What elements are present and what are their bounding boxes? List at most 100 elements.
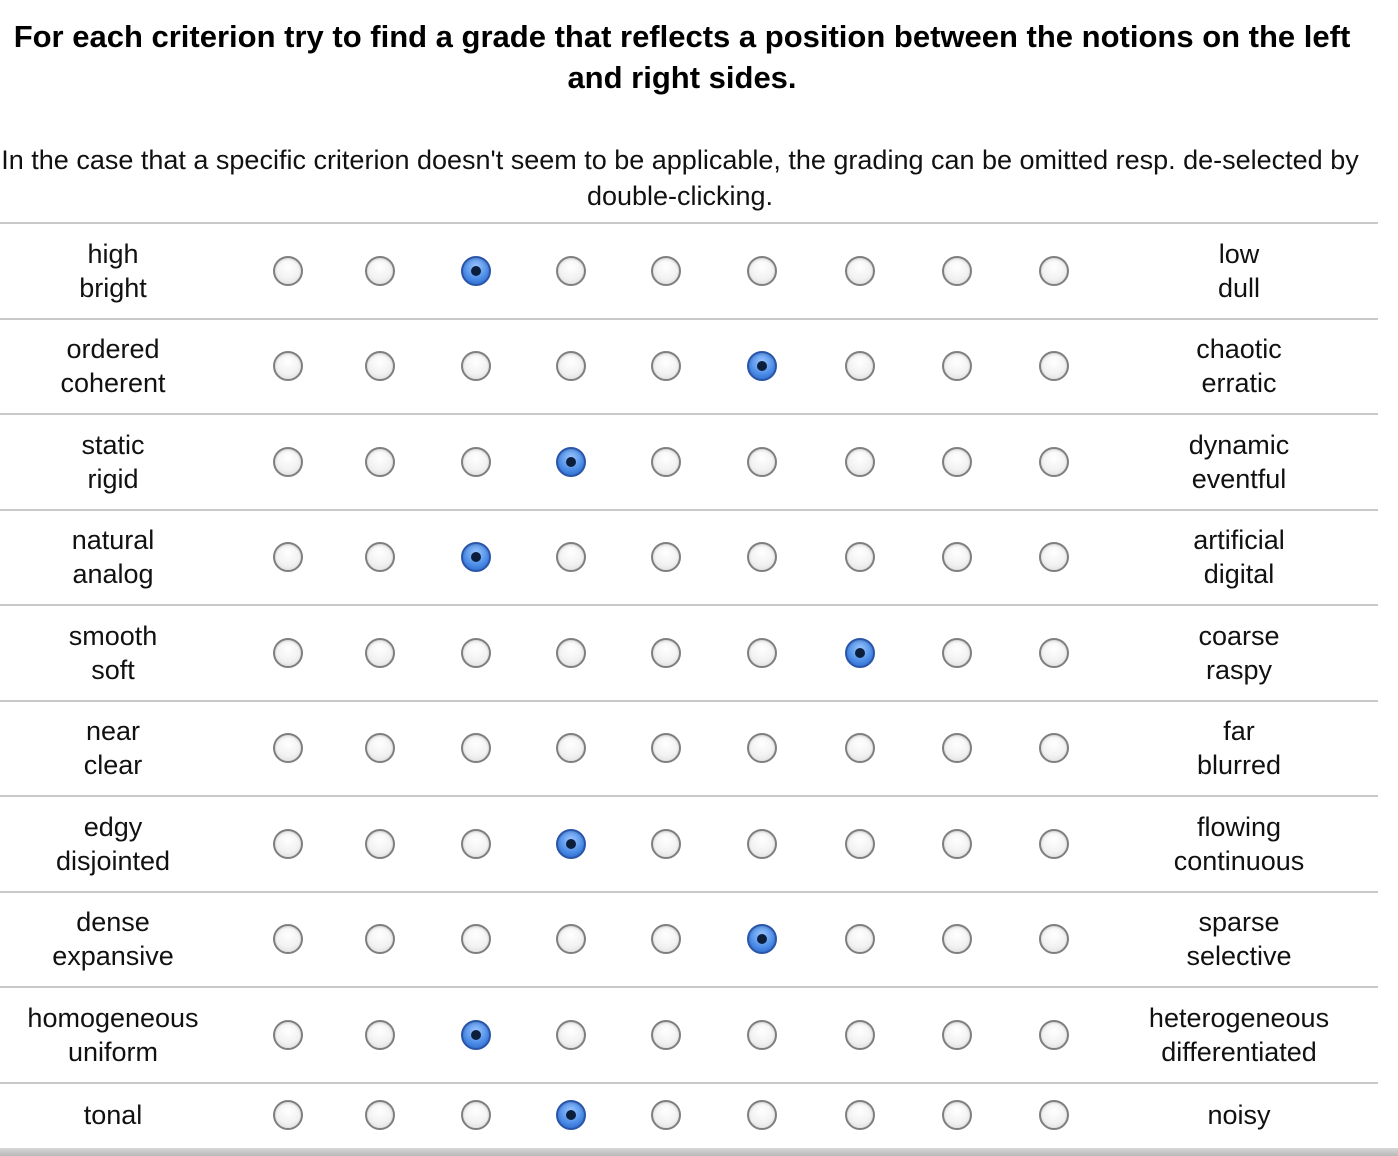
rating-radio-3[interactable] (461, 924, 491, 955)
rating-radio-3[interactable] (461, 637, 491, 668)
rating-row: natural analog artificial digital (0, 511, 1378, 606)
rating-radio-9[interactable] (1039, 351, 1069, 382)
rating-radio-7[interactable] (845, 1019, 875, 1050)
rating-radio-5[interactable] (651, 733, 681, 764)
rating-radio-4[interactable] (556, 542, 586, 573)
rating-radio-5[interactable] (651, 1099, 681, 1130)
left-notion-word: homogeneous (27, 1002, 199, 1033)
right-notion-word: far (1223, 716, 1255, 747)
rating-radio-3[interactable] (461, 828, 491, 859)
rating-radio-8[interactable] (942, 1019, 972, 1050)
rating-radio-3[interactable] (461, 542, 491, 573)
rating-radio-6[interactable] (747, 637, 777, 668)
rating-radio-2[interactable] (365, 351, 395, 382)
rating-radio-3[interactable] (461, 255, 491, 286)
rating-radio-8[interactable] (942, 351, 972, 382)
rating-radio-7[interactable] (845, 733, 875, 764)
rating-radio-9[interactable] (1039, 637, 1069, 668)
rating-radio-6[interactable] (747, 255, 777, 286)
rating-radio-2[interactable] (365, 255, 395, 286)
rating-radio-5[interactable] (651, 828, 681, 859)
rating-radio-5[interactable] (651, 1019, 681, 1050)
rating-radio-3[interactable] (461, 733, 491, 764)
rating-radio-9[interactable] (1039, 255, 1069, 286)
rating-radio-9[interactable] (1039, 828, 1069, 859)
rating-radio-2[interactable] (365, 446, 395, 477)
rating-radio-1[interactable] (273, 924, 303, 955)
rating-radio-8[interactable] (942, 255, 972, 286)
rating-radio-2[interactable] (365, 1019, 395, 1050)
rating-radio-3[interactable] (461, 351, 491, 382)
rating-radio-9[interactable] (1039, 1019, 1069, 1050)
rating-radio-9[interactable] (1039, 733, 1069, 764)
rating-radio-8[interactable] (942, 924, 972, 955)
rating-radio-4[interactable] (556, 828, 586, 859)
rating-radio-9[interactable] (1039, 924, 1069, 955)
rating-radio-1[interactable] (273, 446, 303, 477)
rating-radio-4[interactable] (556, 255, 586, 286)
rating-radio-7[interactable] (845, 637, 875, 668)
left-notion-word: high (87, 238, 139, 269)
right-notion-label: noisy (1110, 1084, 1368, 1146)
rating-radio-1[interactable] (273, 733, 303, 764)
rating-radio-7[interactable] (845, 828, 875, 859)
rating-radio-8[interactable] (942, 1099, 972, 1130)
left-notion-word: static (81, 429, 145, 460)
left-notion-word: analog (72, 559, 154, 590)
rating-radio-6[interactable] (747, 1099, 777, 1130)
rating-radio-6[interactable] (747, 446, 777, 477)
rating-radio-7[interactable] (845, 1099, 875, 1130)
rating-radio-2[interactable] (365, 542, 395, 573)
rating-radio-2[interactable] (365, 637, 395, 668)
rating-radio-7[interactable] (845, 924, 875, 955)
rating-radio-2[interactable] (365, 924, 395, 955)
rating-radio-6[interactable] (747, 542, 777, 573)
rating-radio-4[interactable] (556, 1099, 586, 1130)
rating-radio-7[interactable] (845, 542, 875, 573)
rating-radio-4[interactable] (556, 446, 586, 477)
rating-radio-2[interactable] (365, 828, 395, 859)
rating-radio-6[interactable] (747, 924, 777, 955)
rating-radio-6[interactable] (747, 351, 777, 382)
rating-radio-6[interactable] (747, 733, 777, 764)
rating-radio-9[interactable] (1039, 446, 1069, 477)
rating-radio-4[interactable] (556, 924, 586, 955)
rating-radio-7[interactable] (845, 351, 875, 382)
rating-radio-9[interactable] (1039, 542, 1069, 573)
rating-radio-8[interactable] (942, 637, 972, 668)
right-notion-word: dynamic (1188, 429, 1290, 460)
rating-radio-8[interactable] (942, 828, 972, 859)
rating-radio-8[interactable] (942, 542, 972, 573)
rating-radio-4[interactable] (556, 1019, 586, 1050)
rating-radio-1[interactable] (273, 255, 303, 286)
rating-radio-6[interactable] (747, 828, 777, 859)
window-bottom-edge (0, 1148, 1398, 1156)
rating-radio-2[interactable] (365, 733, 395, 764)
rating-radio-5[interactable] (651, 637, 681, 668)
left-notion-word: expansive (52, 941, 174, 972)
rating-radio-1[interactable] (273, 828, 303, 859)
rating-radio-4[interactable] (556, 733, 586, 764)
rating-radio-4[interactable] (556, 351, 586, 382)
rating-radio-5[interactable] (651, 924, 681, 955)
rating-radio-5[interactable] (651, 542, 681, 573)
rating-radio-4[interactable] (556, 637, 586, 668)
rating-radio-1[interactable] (273, 1019, 303, 1050)
rating-radio-3[interactable] (461, 1019, 491, 1050)
rating-radio-7[interactable] (845, 255, 875, 286)
rating-radio-3[interactable] (461, 1099, 491, 1130)
rating-radio-7[interactable] (845, 446, 875, 477)
rating-radio-1[interactable] (273, 1099, 303, 1130)
rating-radio-3[interactable] (461, 446, 491, 477)
rating-radio-1[interactable] (273, 542, 303, 573)
rating-radio-8[interactable] (942, 733, 972, 764)
rating-radio-8[interactable] (942, 446, 972, 477)
rating-radio-1[interactable] (273, 351, 303, 382)
rating-radio-9[interactable] (1039, 1099, 1069, 1130)
rating-radio-1[interactable] (273, 637, 303, 668)
rating-radio-5[interactable] (651, 351, 681, 382)
rating-radio-2[interactable] (365, 1099, 395, 1130)
rating-radio-5[interactable] (651, 255, 681, 286)
rating-radio-5[interactable] (651, 446, 681, 477)
rating-radio-6[interactable] (747, 1019, 777, 1050)
